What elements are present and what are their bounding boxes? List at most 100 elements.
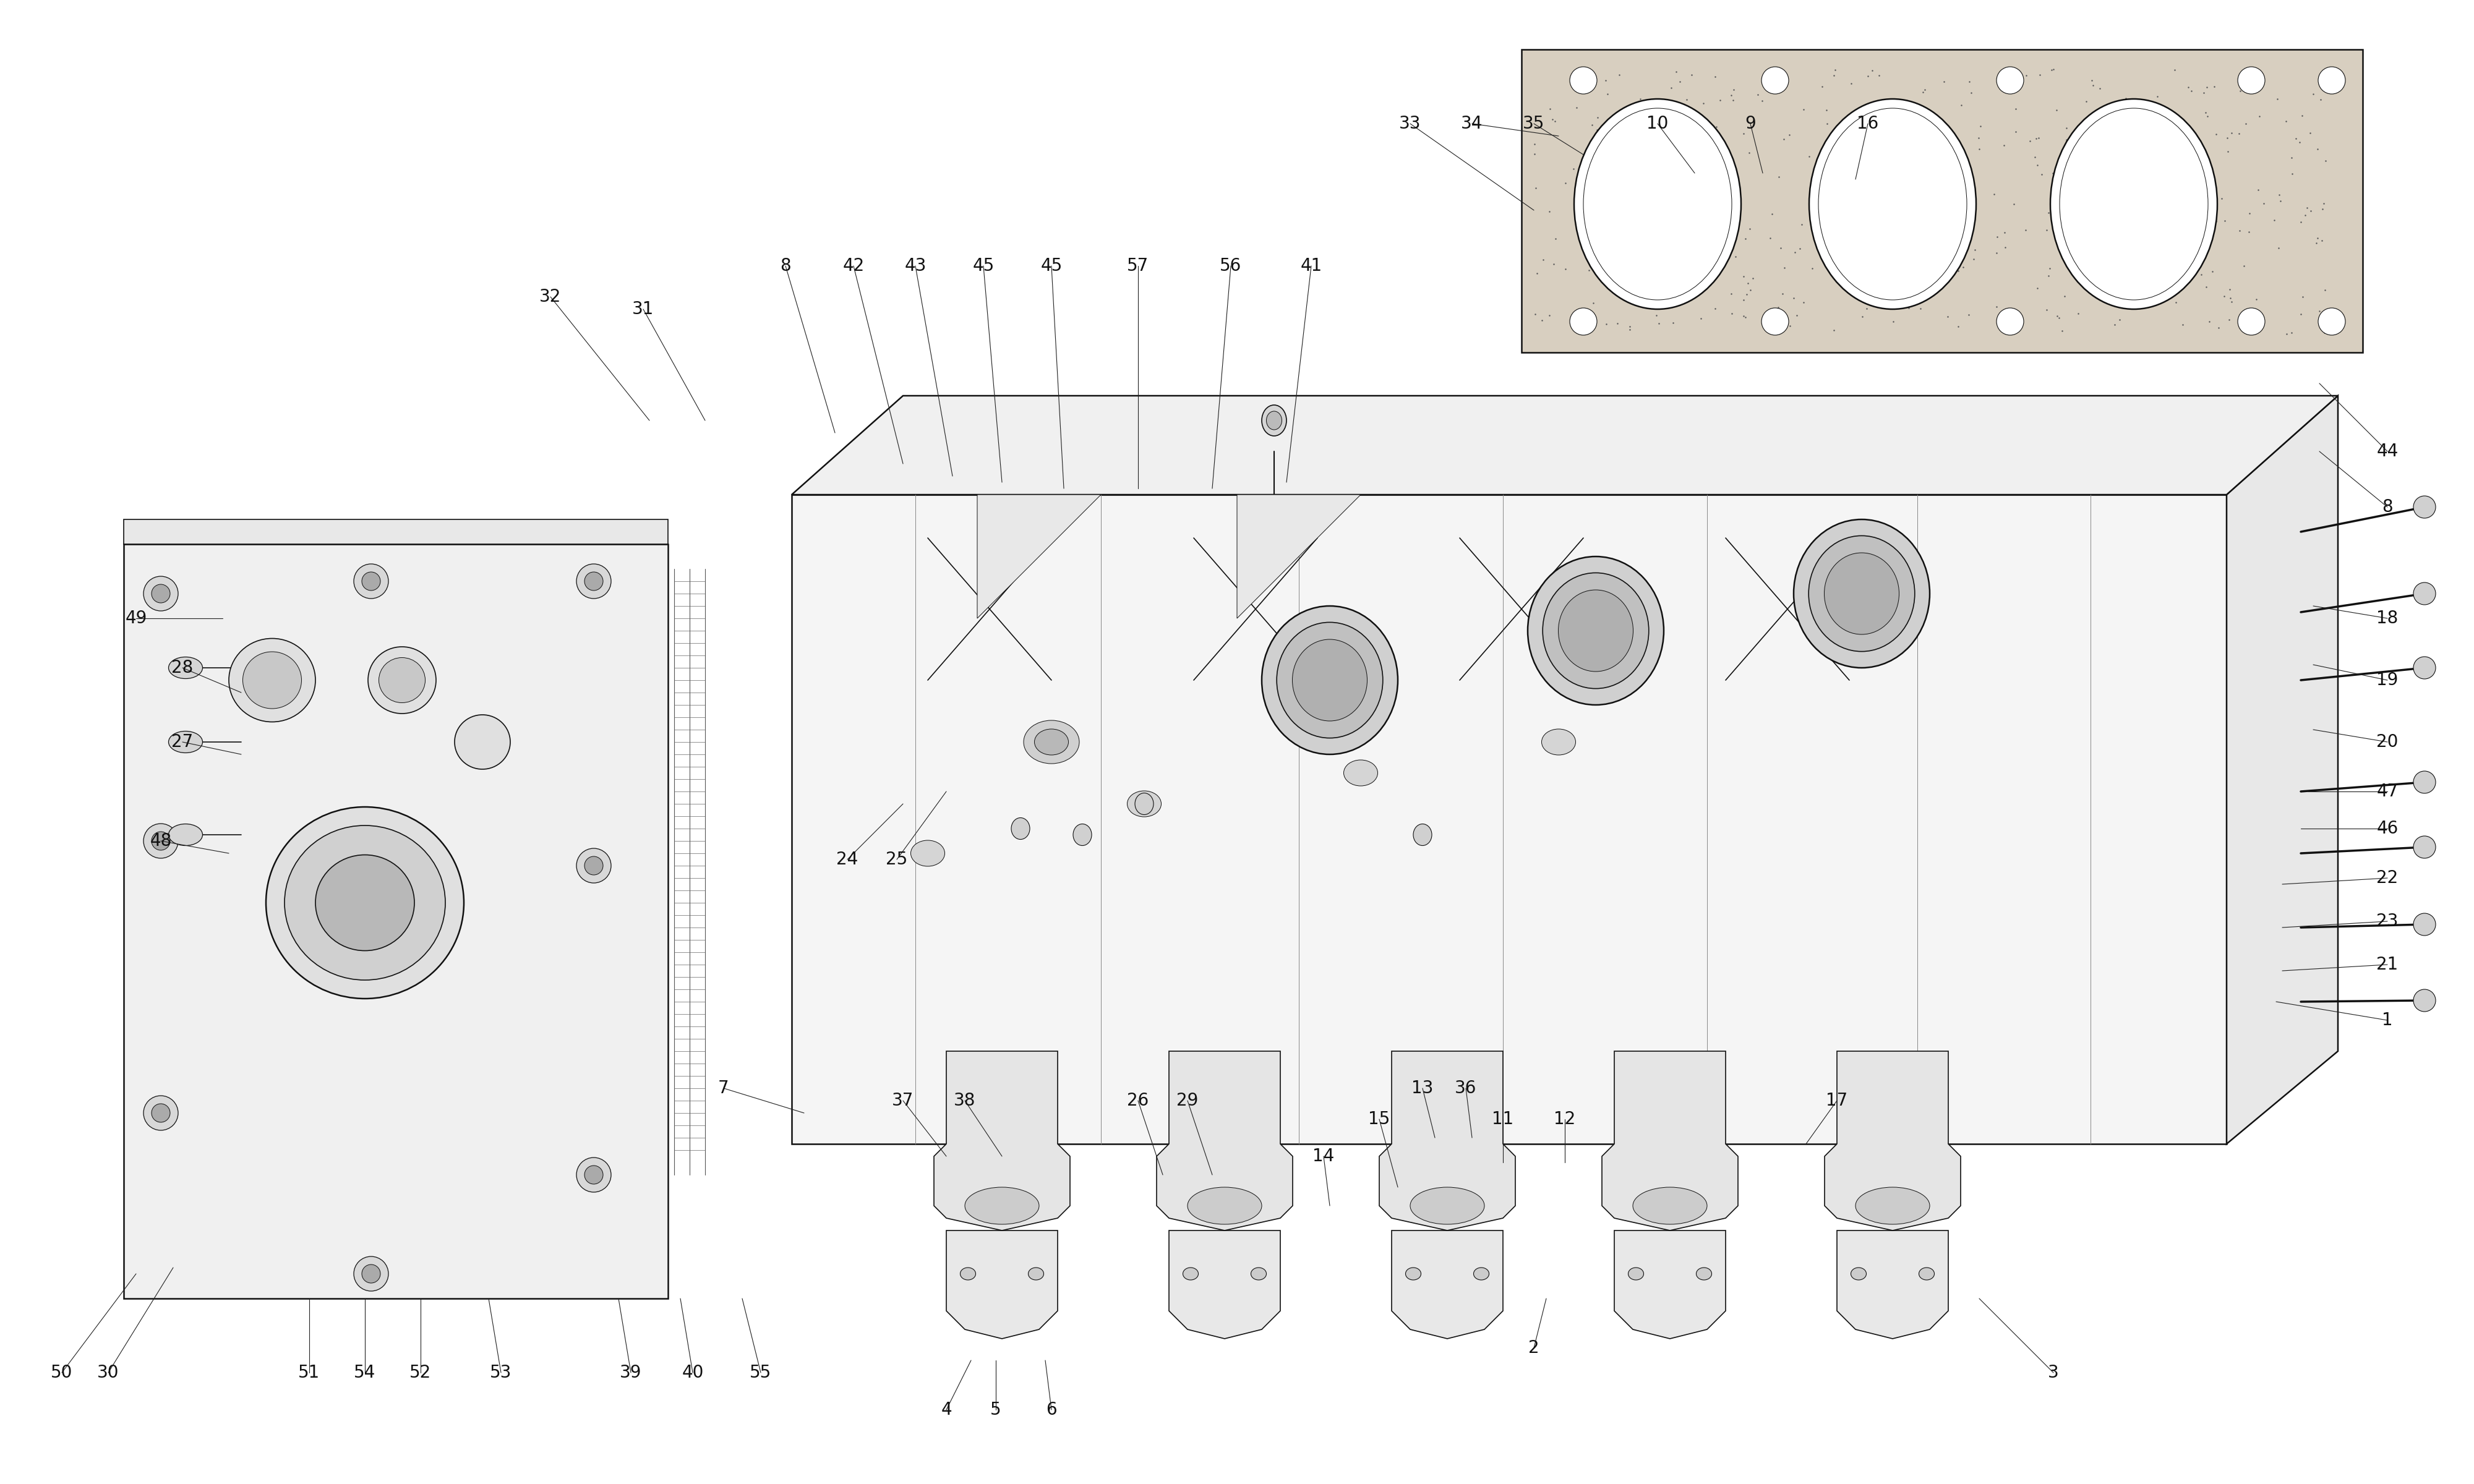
Ellipse shape xyxy=(285,825,445,979)
Circle shape xyxy=(1997,67,2024,93)
Polygon shape xyxy=(2227,396,2338,1144)
Circle shape xyxy=(2415,582,2434,605)
Text: 21: 21 xyxy=(2378,956,2397,974)
Circle shape xyxy=(361,571,381,591)
Polygon shape xyxy=(1603,1051,1737,1230)
Ellipse shape xyxy=(168,657,203,678)
Circle shape xyxy=(584,1165,604,1184)
Text: 50: 50 xyxy=(52,1364,72,1382)
Text: 56: 56 xyxy=(1220,257,1242,275)
Text: 9: 9 xyxy=(1744,114,1757,132)
Circle shape xyxy=(2318,307,2345,335)
Text: 30: 30 xyxy=(96,1364,119,1382)
Circle shape xyxy=(143,1095,178,1131)
Ellipse shape xyxy=(1277,622,1383,738)
Ellipse shape xyxy=(1541,729,1576,755)
Ellipse shape xyxy=(1405,1267,1420,1279)
Circle shape xyxy=(361,1264,381,1284)
Ellipse shape xyxy=(1034,729,1069,755)
Text: 42: 42 xyxy=(844,257,863,275)
Text: 18: 18 xyxy=(2378,610,2397,626)
Ellipse shape xyxy=(267,807,465,999)
Ellipse shape xyxy=(1267,411,1282,430)
Text: 13: 13 xyxy=(1413,1080,1432,1097)
Text: 20: 20 xyxy=(2378,733,2397,751)
Ellipse shape xyxy=(1188,1187,1262,1224)
Ellipse shape xyxy=(1128,791,1160,816)
Ellipse shape xyxy=(1823,552,1900,635)
Text: 54: 54 xyxy=(354,1364,376,1382)
Circle shape xyxy=(2415,990,2434,1012)
Polygon shape xyxy=(935,1051,1069,1230)
Text: 29: 29 xyxy=(1178,1092,1197,1110)
Ellipse shape xyxy=(1808,99,1977,309)
Ellipse shape xyxy=(1136,792,1153,815)
Ellipse shape xyxy=(228,638,317,721)
Circle shape xyxy=(143,824,178,858)
Text: 37: 37 xyxy=(893,1092,913,1110)
Ellipse shape xyxy=(1024,720,1079,764)
Polygon shape xyxy=(945,1230,1059,1339)
Text: 19: 19 xyxy=(2378,671,2397,689)
Ellipse shape xyxy=(369,647,435,714)
Ellipse shape xyxy=(1262,405,1286,436)
Polygon shape xyxy=(124,519,668,545)
Text: 27: 27 xyxy=(171,733,193,751)
Circle shape xyxy=(1761,307,1789,335)
Circle shape xyxy=(354,1257,388,1291)
Circle shape xyxy=(584,571,604,591)
Circle shape xyxy=(2318,67,2345,93)
Ellipse shape xyxy=(1818,108,1967,300)
Text: 41: 41 xyxy=(1301,257,1321,275)
Polygon shape xyxy=(1237,494,1361,619)
Text: 45: 45 xyxy=(972,257,995,275)
Text: 55: 55 xyxy=(750,1364,772,1382)
Circle shape xyxy=(2415,496,2434,518)
Polygon shape xyxy=(1390,1230,1504,1339)
Text: 39: 39 xyxy=(621,1364,641,1382)
Ellipse shape xyxy=(1851,1267,1865,1279)
Ellipse shape xyxy=(1697,1267,1712,1279)
Ellipse shape xyxy=(1074,824,1091,846)
Polygon shape xyxy=(1826,1051,1959,1230)
Ellipse shape xyxy=(1410,1187,1484,1224)
Circle shape xyxy=(2236,307,2266,335)
Circle shape xyxy=(151,1104,171,1122)
Ellipse shape xyxy=(1583,108,1732,300)
Text: 48: 48 xyxy=(151,833,171,849)
Text: 8: 8 xyxy=(779,257,792,275)
Text: 34: 34 xyxy=(1462,114,1482,132)
Ellipse shape xyxy=(1559,589,1633,671)
Ellipse shape xyxy=(910,840,945,867)
Ellipse shape xyxy=(2058,108,2209,300)
Text: 47: 47 xyxy=(2378,784,2397,800)
Ellipse shape xyxy=(960,1267,975,1279)
Text: 26: 26 xyxy=(1128,1092,1148,1110)
Polygon shape xyxy=(792,396,2338,494)
Text: 6: 6 xyxy=(1047,1401,1056,1419)
Text: 22: 22 xyxy=(2378,870,2397,886)
Ellipse shape xyxy=(1794,519,1930,668)
Text: 35: 35 xyxy=(1524,114,1544,132)
Text: 11: 11 xyxy=(1492,1110,1514,1128)
Ellipse shape xyxy=(1012,818,1029,840)
Ellipse shape xyxy=(1413,824,1432,846)
Polygon shape xyxy=(1522,49,2363,352)
Ellipse shape xyxy=(1029,1267,1044,1279)
Text: 53: 53 xyxy=(490,1364,512,1382)
Circle shape xyxy=(151,585,171,603)
Circle shape xyxy=(354,564,388,598)
Ellipse shape xyxy=(1573,99,1742,309)
Ellipse shape xyxy=(1920,1267,1935,1279)
Circle shape xyxy=(2415,913,2434,935)
Circle shape xyxy=(584,856,604,876)
Ellipse shape xyxy=(1808,536,1915,651)
Polygon shape xyxy=(977,494,1101,619)
Text: 36: 36 xyxy=(1455,1080,1477,1097)
Circle shape xyxy=(1761,67,1789,93)
Circle shape xyxy=(576,564,611,598)
Circle shape xyxy=(2415,656,2434,680)
Ellipse shape xyxy=(1475,1267,1489,1279)
Text: 8: 8 xyxy=(2382,499,2392,515)
Circle shape xyxy=(143,576,178,611)
